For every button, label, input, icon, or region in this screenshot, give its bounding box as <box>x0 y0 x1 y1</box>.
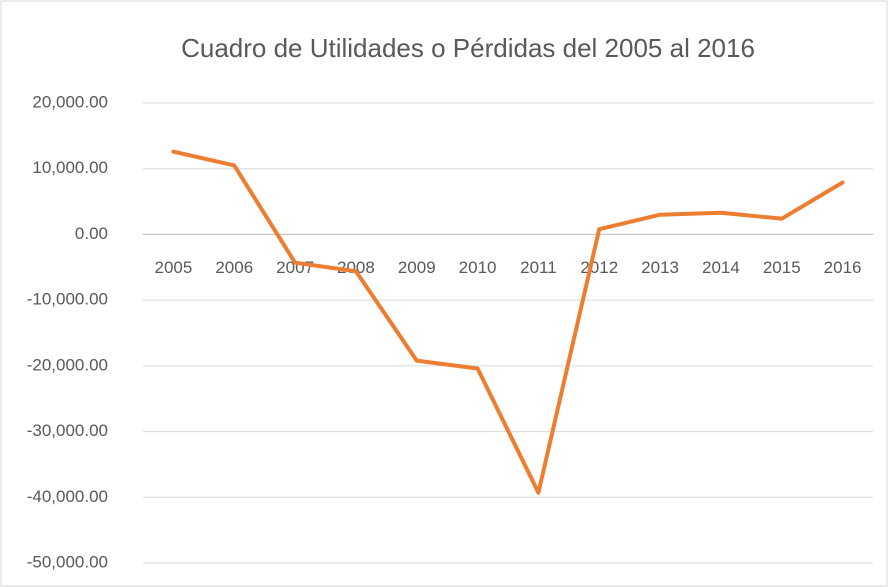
series-line <box>171 149 845 495</box>
y-tick-label: -20,000.00 <box>27 355 108 374</box>
x-tick-label: 2011 <box>520 258 557 277</box>
chart-title: Cuadro de Utilidades o Pérdidas del 2005… <box>181 33 755 63</box>
x-tick-label: 2010 <box>459 258 497 277</box>
y-tick-label: 20,000.00 <box>32 92 108 111</box>
x-tick-label: 2005 <box>155 258 193 277</box>
x-tick-label: 2012 <box>580 258 618 277</box>
x-tick-label: 2013 <box>641 258 679 277</box>
y-tick-label: 10,000.00 <box>32 158 108 177</box>
y-tick-label: -30,000.00 <box>27 421 108 440</box>
x-tick-label: 2015 <box>763 258 801 277</box>
x-tick-label: 2008 <box>337 258 375 277</box>
y-tick-label: -50,000.00 <box>27 552 108 571</box>
x-tick-label: 2014 <box>702 258 740 277</box>
x-tick-label: 2009 <box>398 258 436 277</box>
y-tick-label: -40,000.00 <box>27 487 108 506</box>
x-tick-label: 2016 <box>824 258 862 277</box>
y-tick-label: -10,000.00 <box>27 290 108 309</box>
y-tick-label: 0.00 <box>75 224 108 243</box>
x-tick-label: 2006 <box>215 258 253 277</box>
